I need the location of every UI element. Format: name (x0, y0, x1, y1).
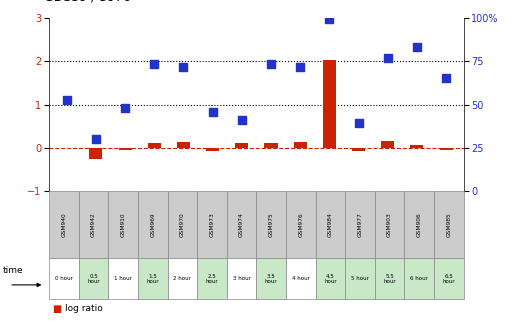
Text: 0 hour: 0 hour (55, 276, 73, 281)
Text: time: time (3, 266, 23, 275)
Point (179, 64, 188, 70)
Text: GSM973: GSM973 (209, 213, 214, 237)
Bar (89, 148, 103, 159)
Text: GSM969: GSM969 (150, 213, 155, 237)
Bar (177, 142, 190, 148)
Text: GSM985: GSM985 (447, 213, 451, 237)
Text: 0.5
hour: 0.5 hour (88, 274, 100, 284)
Text: 2.5
hour: 2.5 hour (206, 274, 218, 284)
Text: GSM976: GSM976 (298, 213, 304, 237)
Text: GSM977: GSM977 (357, 213, 363, 237)
Text: GSM942: GSM942 (91, 213, 96, 237)
Point (92, 137, 100, 142)
Bar (323, 60, 336, 148)
Bar (410, 145, 424, 148)
Text: 6.5
hour: 6.5 hour (442, 274, 455, 284)
Text: GSM974: GSM974 (239, 213, 244, 237)
Bar (352, 148, 365, 151)
Point (325, 17, 334, 22)
Point (413, 45, 421, 50)
Text: GSM910: GSM910 (121, 213, 126, 237)
Text: GSM940: GSM940 (62, 213, 66, 237)
Point (121, 106, 129, 111)
Text: 3.5
hour: 3.5 hour (265, 274, 278, 284)
Text: 6 hour: 6 hour (410, 276, 428, 281)
Point (267, 62, 275, 67)
Bar (119, 148, 132, 150)
Text: GSM903: GSM903 (387, 213, 392, 237)
Text: GSM975: GSM975 (269, 213, 274, 237)
Point (150, 62, 159, 67)
Text: GSM984: GSM984 (328, 213, 333, 237)
Text: 5.5
hour: 5.5 hour (383, 274, 396, 284)
Point (238, 117, 246, 122)
Point (63, 98, 71, 103)
Text: GSM970: GSM970 (180, 213, 185, 237)
Text: GDS39 / 3976: GDS39 / 3976 (44, 0, 131, 3)
Text: 5 hour: 5 hour (351, 276, 369, 281)
Bar (440, 148, 453, 150)
Text: 2 hour: 2 hour (174, 276, 191, 281)
Bar (264, 143, 278, 148)
Bar (206, 148, 219, 150)
Bar (148, 143, 161, 148)
Point (354, 120, 363, 126)
Bar (381, 141, 394, 148)
Text: GSM906: GSM906 (416, 213, 422, 237)
Bar (294, 142, 307, 148)
Point (296, 64, 305, 70)
Point (208, 110, 217, 115)
Text: 4.5
hour: 4.5 hour (324, 274, 337, 284)
Text: 4 hour: 4 hour (292, 276, 310, 281)
Bar (235, 143, 249, 148)
Text: ■: ■ (52, 304, 61, 314)
Text: 3 hour: 3 hour (233, 276, 251, 281)
Point (442, 75, 450, 80)
Text: 1.5
hour: 1.5 hour (147, 274, 159, 284)
Point (384, 56, 392, 61)
Text: log ratio: log ratio (65, 304, 103, 313)
Text: 1 hour: 1 hour (114, 276, 132, 281)
